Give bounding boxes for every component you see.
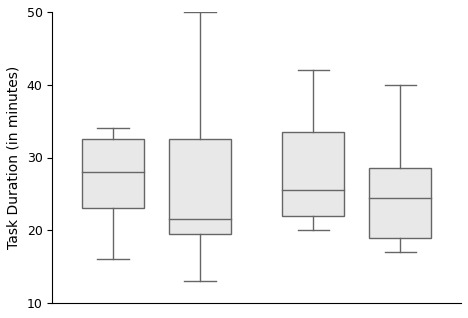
Y-axis label: Task Duration (in minutes): Task Duration (in minutes) bbox=[7, 66, 21, 249]
FancyBboxPatch shape bbox=[82, 139, 145, 208]
FancyBboxPatch shape bbox=[369, 169, 431, 238]
FancyBboxPatch shape bbox=[282, 132, 344, 216]
FancyBboxPatch shape bbox=[169, 139, 231, 234]
